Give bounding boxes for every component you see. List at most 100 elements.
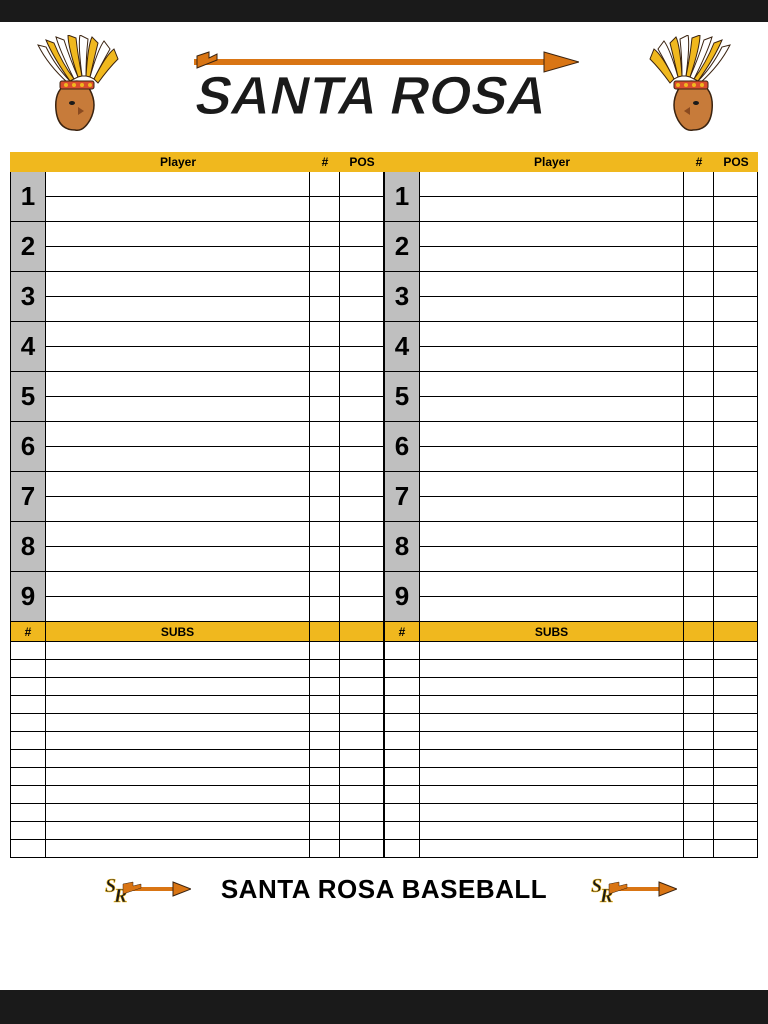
number-cell[interactable] xyxy=(310,472,340,521)
player-cell[interactable] xyxy=(420,422,684,471)
subs-row[interactable] xyxy=(384,642,758,660)
subs-row[interactable] xyxy=(384,822,758,840)
player-cell[interactable] xyxy=(420,472,684,521)
subs-name-cell[interactable] xyxy=(420,660,684,677)
subs-blank1-cell[interactable] xyxy=(684,822,714,839)
subs-name-cell[interactable] xyxy=(46,660,310,677)
subs-blank1-cell[interactable] xyxy=(684,714,714,731)
player-cell[interactable] xyxy=(46,322,310,371)
subs-blank2-cell[interactable] xyxy=(714,714,758,731)
subs-row[interactable] xyxy=(384,840,758,858)
subs-blank1-cell[interactable] xyxy=(310,714,340,731)
number-cell[interactable] xyxy=(684,222,714,271)
subs-row[interactable] xyxy=(10,660,384,678)
pos-cell[interactable] xyxy=(714,172,758,221)
player-cell[interactable] xyxy=(46,572,310,621)
pos-cell[interactable] xyxy=(714,572,758,621)
subs-hash-cell[interactable] xyxy=(384,696,420,713)
subs-blank2-cell[interactable] xyxy=(714,822,758,839)
number-cell[interactable] xyxy=(310,372,340,421)
subs-blank1-cell[interactable] xyxy=(684,732,714,749)
subs-blank2-cell[interactable] xyxy=(340,804,384,821)
player-cell[interactable] xyxy=(420,172,684,221)
subs-hash-cell[interactable] xyxy=(384,822,420,839)
number-cell[interactable] xyxy=(684,272,714,321)
number-cell[interactable] xyxy=(310,272,340,321)
subs-blank2-cell[interactable] xyxy=(340,678,384,695)
pos-cell[interactable] xyxy=(714,372,758,421)
subs-blank2-cell[interactable] xyxy=(340,714,384,731)
subs-blank2-cell[interactable] xyxy=(714,750,758,767)
subs-name-cell[interactable] xyxy=(420,696,684,713)
subs-blank2-cell[interactable] xyxy=(340,732,384,749)
subs-blank2-cell[interactable] xyxy=(340,822,384,839)
subs-name-cell[interactable] xyxy=(46,840,310,857)
pos-cell[interactable] xyxy=(714,322,758,371)
subs-hash-cell[interactable] xyxy=(10,768,46,785)
subs-name-cell[interactable] xyxy=(420,768,684,785)
subs-row[interactable] xyxy=(384,768,758,786)
pos-cell[interactable] xyxy=(340,472,384,521)
subs-hash-cell[interactable] xyxy=(10,642,46,659)
number-cell[interactable] xyxy=(684,422,714,471)
number-cell[interactable] xyxy=(310,322,340,371)
subs-blank2-cell[interactable] xyxy=(340,750,384,767)
player-cell[interactable] xyxy=(46,422,310,471)
pos-cell[interactable] xyxy=(340,222,384,271)
subs-row[interactable] xyxy=(384,750,758,768)
number-cell[interactable] xyxy=(684,172,714,221)
subs-name-cell[interactable] xyxy=(420,786,684,803)
subs-blank1-cell[interactable] xyxy=(684,840,714,857)
subs-row[interactable] xyxy=(10,750,384,768)
number-cell[interactable] xyxy=(310,172,340,221)
subs-hash-cell[interactable] xyxy=(10,714,46,731)
subs-name-cell[interactable] xyxy=(420,750,684,767)
subs-blank1-cell[interactable] xyxy=(684,804,714,821)
subs-hash-cell[interactable] xyxy=(384,732,420,749)
number-cell[interactable] xyxy=(684,522,714,571)
subs-blank2-cell[interactable] xyxy=(340,840,384,857)
number-cell[interactable] xyxy=(684,472,714,521)
number-cell[interactable] xyxy=(684,322,714,371)
subs-row[interactable] xyxy=(384,714,758,732)
number-cell[interactable] xyxy=(310,572,340,621)
pos-cell[interactable] xyxy=(340,272,384,321)
subs-hash-cell[interactable] xyxy=(10,732,46,749)
subs-hash-cell[interactable] xyxy=(384,678,420,695)
pos-cell[interactable] xyxy=(714,522,758,571)
subs-blank2-cell[interactable] xyxy=(714,642,758,659)
subs-name-cell[interactable] xyxy=(46,786,310,803)
subs-blank1-cell[interactable] xyxy=(310,696,340,713)
subs-hash-cell[interactable] xyxy=(384,804,420,821)
subs-blank2-cell[interactable] xyxy=(714,678,758,695)
subs-blank1-cell[interactable] xyxy=(310,840,340,857)
subs-blank2-cell[interactable] xyxy=(714,840,758,857)
subs-row[interactable] xyxy=(10,714,384,732)
subs-blank1-cell[interactable] xyxy=(310,750,340,767)
pos-cell[interactable] xyxy=(340,172,384,221)
pos-cell[interactable] xyxy=(714,472,758,521)
subs-name-cell[interactable] xyxy=(46,642,310,659)
subs-blank2-cell[interactable] xyxy=(714,696,758,713)
subs-name-cell[interactable] xyxy=(420,642,684,659)
subs-blank1-cell[interactable] xyxy=(310,786,340,803)
subs-name-cell[interactable] xyxy=(420,822,684,839)
subs-blank2-cell[interactable] xyxy=(714,786,758,803)
subs-blank1-cell[interactable] xyxy=(684,642,714,659)
pos-cell[interactable] xyxy=(714,422,758,471)
subs-hash-cell[interactable] xyxy=(384,786,420,803)
subs-blank1-cell[interactable] xyxy=(310,660,340,677)
subs-hash-cell[interactable] xyxy=(10,750,46,767)
player-cell[interactable] xyxy=(420,272,684,321)
subs-row[interactable] xyxy=(384,678,758,696)
subs-hash-cell[interactable] xyxy=(384,768,420,785)
player-cell[interactable] xyxy=(46,172,310,221)
number-cell[interactable] xyxy=(310,422,340,471)
subs-hash-cell[interactable] xyxy=(10,822,46,839)
subs-blank1-cell[interactable] xyxy=(684,660,714,677)
subs-blank1-cell[interactable] xyxy=(684,678,714,695)
subs-blank2-cell[interactable] xyxy=(340,642,384,659)
subs-blank2-cell[interactable] xyxy=(714,660,758,677)
subs-row[interactable] xyxy=(10,804,384,822)
subs-name-cell[interactable] xyxy=(420,840,684,857)
